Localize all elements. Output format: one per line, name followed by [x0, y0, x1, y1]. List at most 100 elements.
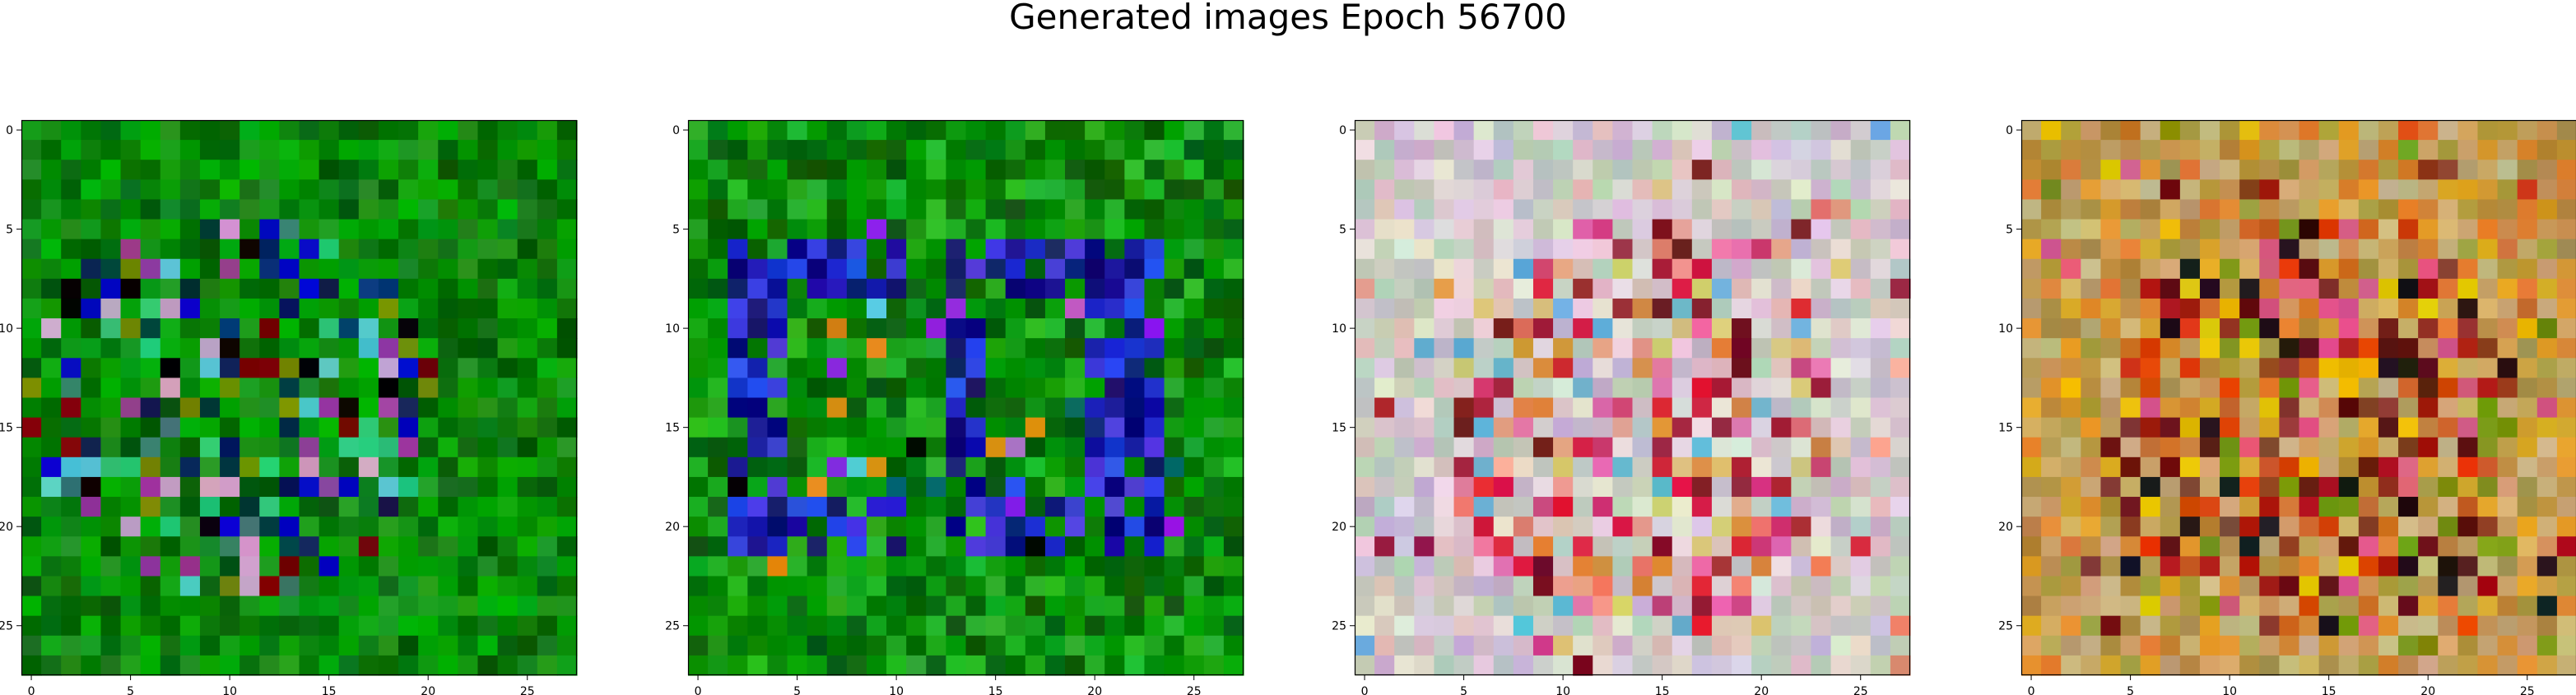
- pixel: [1493, 615, 1514, 637]
- pixel: [2081, 556, 2102, 577]
- pixel: [708, 199, 728, 220]
- pixel: [767, 160, 788, 180]
- pixel: [41, 239, 62, 260]
- pixel: [1513, 278, 1534, 299]
- pixel: [1493, 140, 1514, 160]
- pixel: [1612, 456, 1634, 478]
- pixel: [1183, 437, 1205, 458]
- pixel: [1223, 140, 1244, 160]
- pixel: [2556, 476, 2576, 498]
- pixel: [556, 239, 578, 260]
- pixel: [1532, 417, 1554, 438]
- pixel: [1104, 595, 1125, 617]
- pixel: [1183, 497, 1205, 517]
- pixel: [2239, 497, 2260, 517]
- pixel: [688, 179, 709, 201]
- pixel: [259, 536, 280, 557]
- pixel: [2497, 417, 2518, 438]
- pixel: [1044, 199, 1066, 220]
- pixel: [1811, 378, 1832, 399]
- pixel: [2418, 497, 2439, 517]
- pixel: [906, 476, 927, 498]
- pixel: [1593, 179, 1613, 201]
- pixel: [140, 397, 161, 419]
- pixel: [477, 517, 499, 537]
- pixel: [418, 655, 439, 676]
- pixel: [2438, 517, 2458, 537]
- pixel: [41, 397, 62, 419]
- pixel: [1124, 655, 1146, 676]
- pixel: [2100, 417, 2122, 438]
- pixel: [1573, 497, 1593, 517]
- pixel: [100, 219, 122, 240]
- pixel: [1414, 140, 1435, 160]
- pixel: [239, 536, 260, 557]
- pixel: [1830, 140, 1852, 160]
- pixel: [1473, 258, 1495, 280]
- pixel: [1771, 258, 1792, 280]
- pixel: [1890, 140, 1911, 160]
- pixel: [1144, 140, 1165, 160]
- pixel: [140, 199, 161, 220]
- pixel: [2081, 615, 2102, 637]
- pixel: [2081, 278, 2102, 299]
- pixel: [81, 160, 102, 180]
- pixel: [2517, 595, 2538, 617]
- axes-frame: [2020, 119, 2576, 676]
- pixel: [120, 219, 142, 240]
- pixel: [1830, 160, 1852, 180]
- pixel: [378, 497, 399, 517]
- pixel: [438, 476, 458, 498]
- pixel: [497, 635, 518, 656]
- pixel: [1632, 556, 1653, 577]
- pixel: [708, 120, 728, 141]
- pixel: [2259, 140, 2280, 160]
- pixel: [866, 239, 887, 260]
- pixel: [1473, 417, 1495, 438]
- pixel: [220, 239, 240, 260]
- pixel: [2457, 476, 2479, 498]
- pixel: [2477, 318, 2499, 339]
- pixel: [2418, 595, 2439, 617]
- pixel: [965, 219, 987, 240]
- pixel: [1164, 219, 1185, 240]
- pixel: [2497, 397, 2518, 419]
- pixel: [926, 239, 946, 260]
- pixel: [1691, 298, 1713, 319]
- pixel: [517, 615, 538, 637]
- pixel: [438, 595, 458, 617]
- pixel: [1870, 160, 1891, 180]
- pixel: [2358, 476, 2379, 498]
- pixel: [2041, 456, 2062, 478]
- pixel: [21, 497, 42, 517]
- pixel: [100, 517, 122, 537]
- pixel: [1632, 239, 1653, 260]
- pixel: [2477, 397, 2499, 419]
- pixel: [965, 655, 987, 676]
- pixel: [1850, 576, 1872, 597]
- pixel: [2179, 397, 2201, 419]
- pixel: [239, 298, 260, 319]
- pixel: [688, 199, 709, 220]
- pixel: [41, 517, 62, 537]
- pixel: [458, 179, 479, 201]
- pixel: [1005, 160, 1026, 180]
- pixel: [846, 437, 867, 458]
- pixel: [1144, 615, 1165, 637]
- pixel: [120, 298, 142, 319]
- pixel: [1711, 635, 1732, 656]
- pixel: [728, 318, 748, 339]
- pixel: [1513, 258, 1534, 280]
- pixel: [1044, 437, 1066, 458]
- pixel: [239, 219, 260, 240]
- pixel: [418, 595, 439, 617]
- pixel: [537, 456, 558, 478]
- pixel: [1593, 615, 1613, 637]
- pixel: [2497, 219, 2518, 240]
- pixel: [965, 140, 987, 160]
- pixel: [1652, 160, 1673, 180]
- pixel: [556, 199, 578, 220]
- pixel: [2438, 536, 2458, 557]
- pixel: [537, 615, 558, 637]
- pixel: [1751, 199, 1772, 220]
